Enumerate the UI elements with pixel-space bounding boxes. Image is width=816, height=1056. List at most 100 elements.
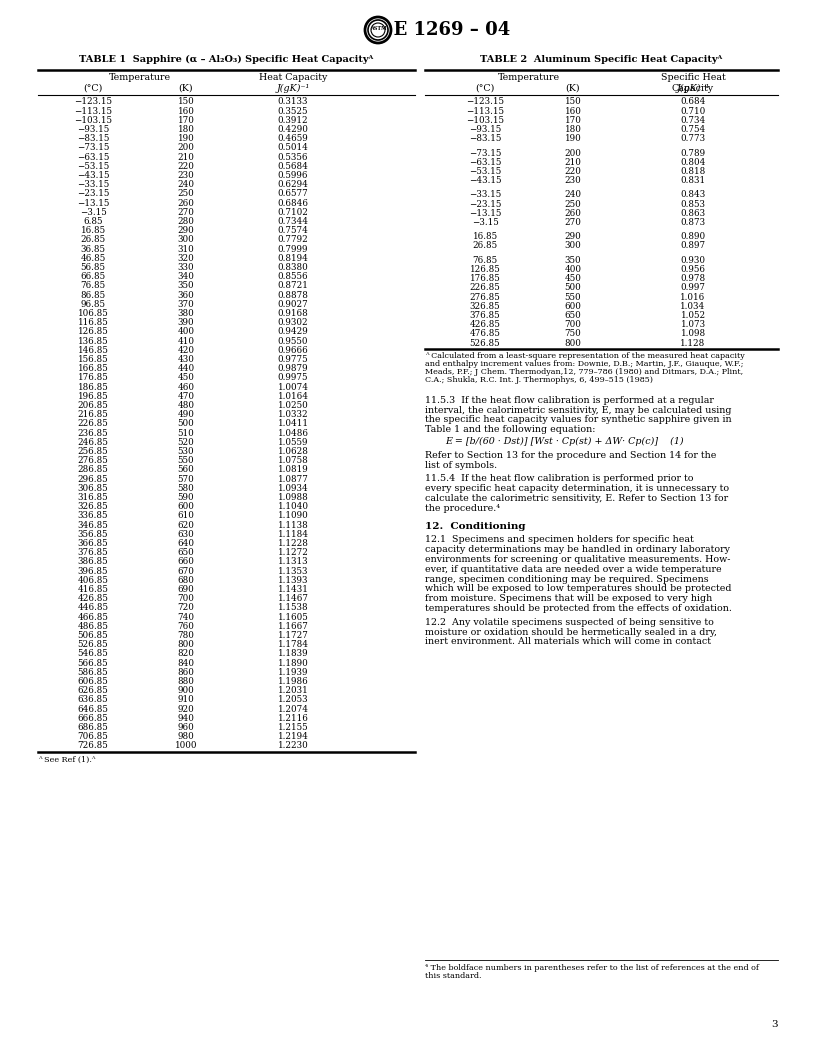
Text: 126.85: 126.85 [470,265,500,274]
Text: 0.897: 0.897 [681,242,706,250]
Text: 326.85: 326.85 [78,503,109,511]
Text: 700: 700 [178,595,194,603]
Text: 206.85: 206.85 [78,401,109,410]
Text: 286.85: 286.85 [78,466,109,474]
Text: 510: 510 [178,429,194,437]
Text: 1.1138: 1.1138 [277,521,308,530]
Text: 1.1939: 1.1939 [277,667,308,677]
Text: 1.0934: 1.0934 [277,484,308,493]
Text: 1.073: 1.073 [681,320,706,329]
Text: −113.15: −113.15 [466,107,504,116]
Text: 650: 650 [178,548,194,558]
Text: 580: 580 [178,484,194,493]
Text: 426.85: 426.85 [78,595,109,603]
Text: 210: 210 [178,153,194,162]
Text: 780: 780 [178,631,194,640]
Text: 570: 570 [178,475,194,484]
Text: 626.85: 626.85 [78,686,109,695]
Text: 240: 240 [565,190,582,200]
Text: 0.4659: 0.4659 [277,134,308,144]
Text: 380: 380 [178,309,194,318]
Text: 0.3912: 0.3912 [277,116,308,125]
Text: 430: 430 [178,355,194,364]
Text: 0.9666: 0.9666 [277,346,308,355]
Text: 0.8194: 0.8194 [277,253,308,263]
Text: 1.0250: 1.0250 [277,401,308,410]
Text: 0.8878: 0.8878 [277,290,308,300]
Text: 590: 590 [178,493,194,502]
Text: 440: 440 [177,364,194,374]
Text: 1.0074: 1.0074 [277,382,308,392]
Text: 196.85: 196.85 [78,392,109,401]
Text: 376.85: 376.85 [470,310,500,320]
Text: 1.1393: 1.1393 [277,576,308,585]
Text: 1.1784: 1.1784 [277,640,308,649]
Text: Heat Capacity: Heat Capacity [259,73,327,82]
Text: 276.85: 276.85 [470,293,500,302]
Text: 530: 530 [178,447,194,456]
Text: 750: 750 [565,329,581,338]
Text: −63.15: −63.15 [77,153,109,162]
Text: 0.710: 0.710 [681,107,706,116]
Text: Specific Heat
Capacity: Specific Heat Capacity [661,73,725,93]
Text: every specific heat capacity determination, it is unnecessary to: every specific heat capacity determinati… [425,484,730,493]
Text: 216.85: 216.85 [78,411,109,419]
Text: 820: 820 [178,649,194,659]
Text: 190: 190 [178,134,194,144]
Text: 1.1538: 1.1538 [277,603,308,612]
Text: moisture or oxidation should be hermetically sealed in a dry,: moisture or oxidation should be hermetic… [425,627,717,637]
Text: 0.9429: 0.9429 [277,327,308,337]
Text: 1.2155: 1.2155 [277,723,308,732]
Text: ever, if quantitative data are needed over a wide temperature: ever, if quantitative data are needed ov… [425,565,721,573]
Text: 250: 250 [178,189,194,199]
Text: −43.15: −43.15 [77,171,109,181]
Text: −83.15: −83.15 [469,134,501,144]
Text: (°C): (°C) [475,84,494,93]
Text: 166.85: 166.85 [78,364,109,374]
Text: 1.1431: 1.1431 [277,585,308,595]
Text: 170: 170 [178,116,194,125]
Text: 11.5.3  If the heat flow calibration is performed at a regular: 11.5.3 If the heat flow calibration is p… [425,396,714,404]
Text: 400: 400 [178,327,194,337]
Text: 450: 450 [178,374,194,382]
Text: −93.15: −93.15 [469,125,501,134]
Text: 12.  Conditioning: 12. Conditioning [425,522,526,530]
Text: 0.5996: 0.5996 [277,171,308,181]
Text: 0.997: 0.997 [681,283,706,293]
Text: 410: 410 [178,337,194,345]
Text: 1.052: 1.052 [681,310,706,320]
Text: 406.85: 406.85 [78,576,109,585]
Text: 526.85: 526.85 [470,339,500,347]
Text: 300: 300 [178,235,194,245]
Text: 490: 490 [178,411,194,419]
Text: 116.85: 116.85 [78,318,109,327]
Text: −23.15: −23.15 [469,200,501,209]
Text: −13.15: −13.15 [77,199,109,208]
Text: 0.873: 0.873 [681,218,706,227]
Text: 370: 370 [178,300,194,309]
Text: −113.15: −113.15 [74,107,112,116]
Text: 460: 460 [178,382,194,392]
Text: 0.9775: 0.9775 [277,355,308,364]
Text: 650: 650 [565,310,581,320]
Text: −73.15: −73.15 [77,144,109,152]
Text: 480: 480 [178,401,194,410]
Text: 0.9168: 0.9168 [277,309,308,318]
Text: 506.85: 506.85 [78,631,109,640]
Text: 606.85: 606.85 [78,677,109,686]
Text: 840: 840 [178,659,194,667]
Text: 240: 240 [178,181,194,189]
Text: 16.85: 16.85 [472,232,498,241]
Text: ⁴ The boldface numbers in parentheses refer to the list of references at the end: ⁴ The boldface numbers in parentheses re… [425,964,759,972]
Text: ASTM: ASTM [370,25,386,31]
Text: 1.1353: 1.1353 [277,567,308,576]
Text: 136.85: 136.85 [78,337,109,345]
Text: 0.8721: 0.8721 [277,282,308,290]
Text: 0.956: 0.956 [681,265,706,274]
Text: 600: 600 [178,503,194,511]
Text: −53.15: −53.15 [77,162,109,171]
Text: 1.0332: 1.0332 [277,411,308,419]
Text: 910: 910 [178,696,194,704]
Text: −73.15: −73.15 [469,149,501,157]
Text: 346.85: 346.85 [78,521,109,530]
